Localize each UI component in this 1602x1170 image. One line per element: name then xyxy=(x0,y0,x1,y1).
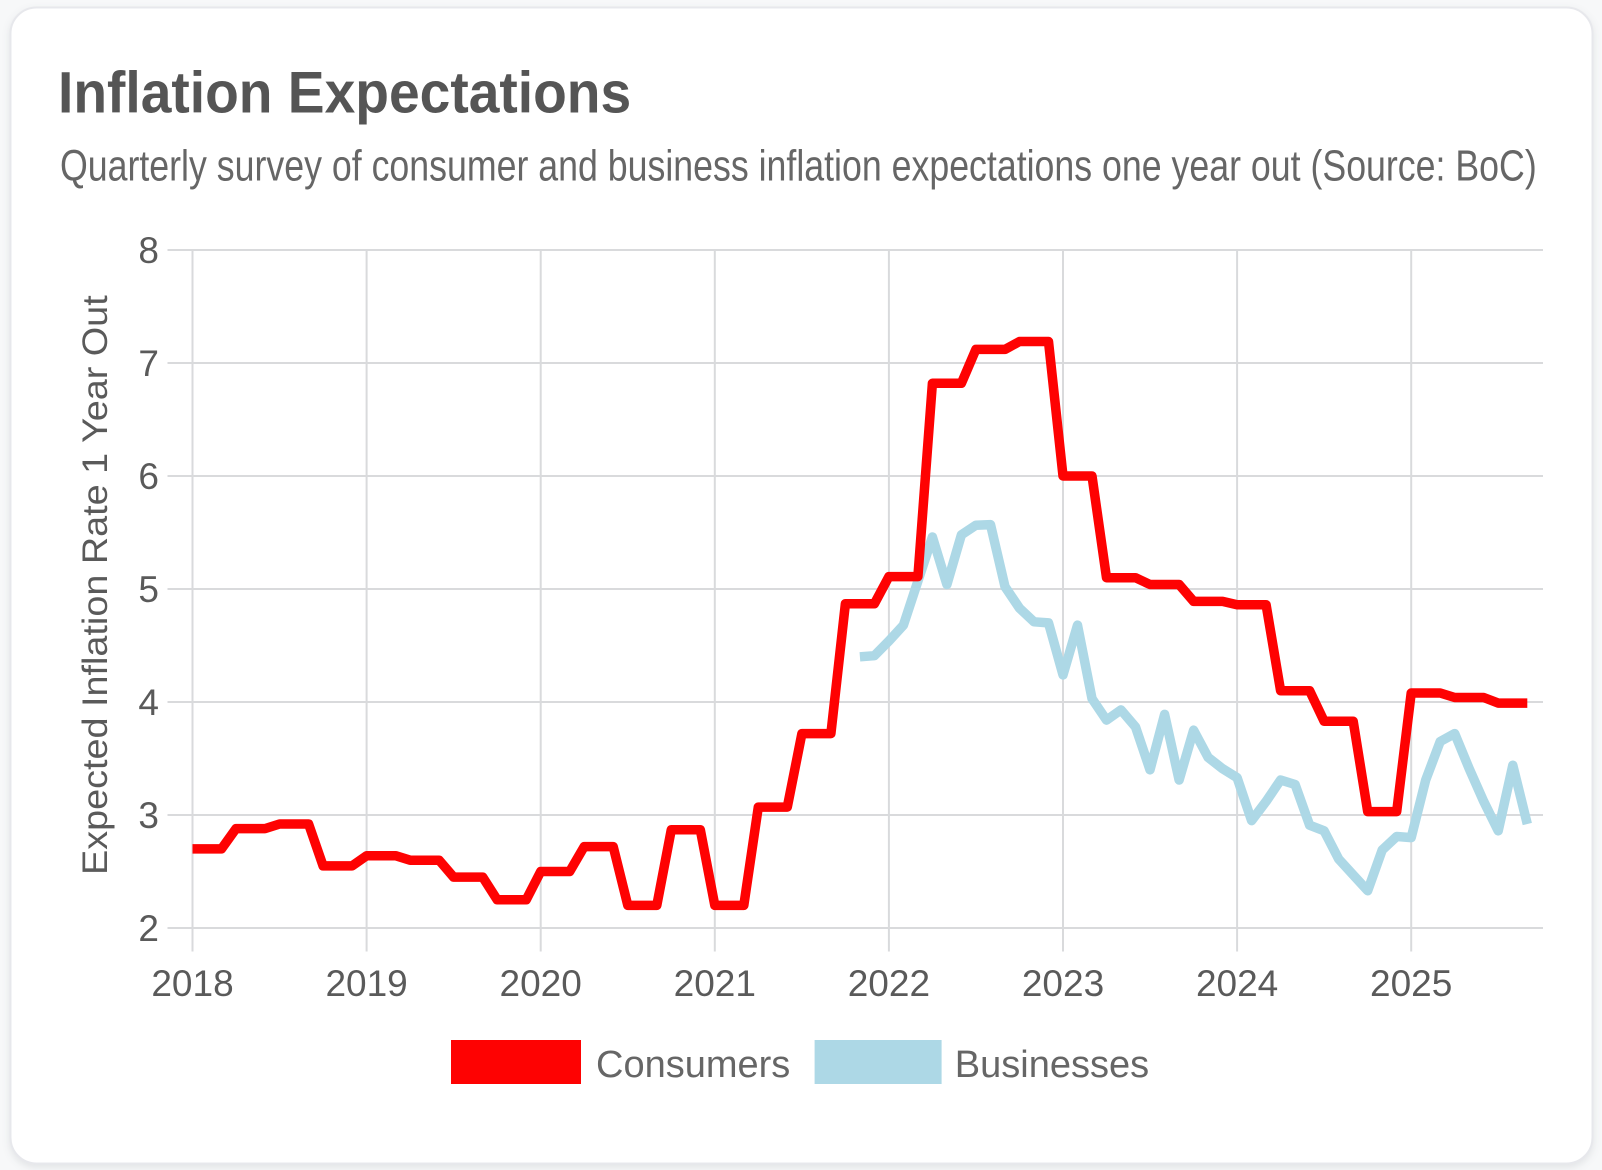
svg-text:2021: 2021 xyxy=(674,963,756,1004)
svg-text:Inflation Expectations: Inflation Expectations xyxy=(58,60,631,125)
svg-text:Quarterly survey of consumer a: Quarterly survey of consumer and busines… xyxy=(60,142,1537,190)
svg-text:2019: 2019 xyxy=(325,963,407,1004)
svg-text:4: 4 xyxy=(138,682,159,723)
svg-text:3: 3 xyxy=(138,795,159,836)
svg-text:8: 8 xyxy=(138,230,159,271)
svg-text:2022: 2022 xyxy=(848,963,930,1004)
svg-text:2020: 2020 xyxy=(500,963,582,1004)
svg-text:2024: 2024 xyxy=(1196,963,1278,1004)
svg-text:2: 2 xyxy=(138,908,159,949)
svg-text:2025: 2025 xyxy=(1370,963,1452,1004)
svg-text:7: 7 xyxy=(138,343,159,384)
svg-text:Expected Inflation Rate 1 Year: Expected Inflation Rate 1 Year Out xyxy=(75,295,114,875)
svg-text:5: 5 xyxy=(138,569,159,610)
svg-text:2018: 2018 xyxy=(151,963,233,1004)
svg-text:Consumers: Consumers xyxy=(596,1044,790,1086)
svg-text:6: 6 xyxy=(138,456,159,497)
svg-text:2023: 2023 xyxy=(1022,963,1104,1004)
svg-text:Businesses: Businesses xyxy=(955,1044,1149,1086)
